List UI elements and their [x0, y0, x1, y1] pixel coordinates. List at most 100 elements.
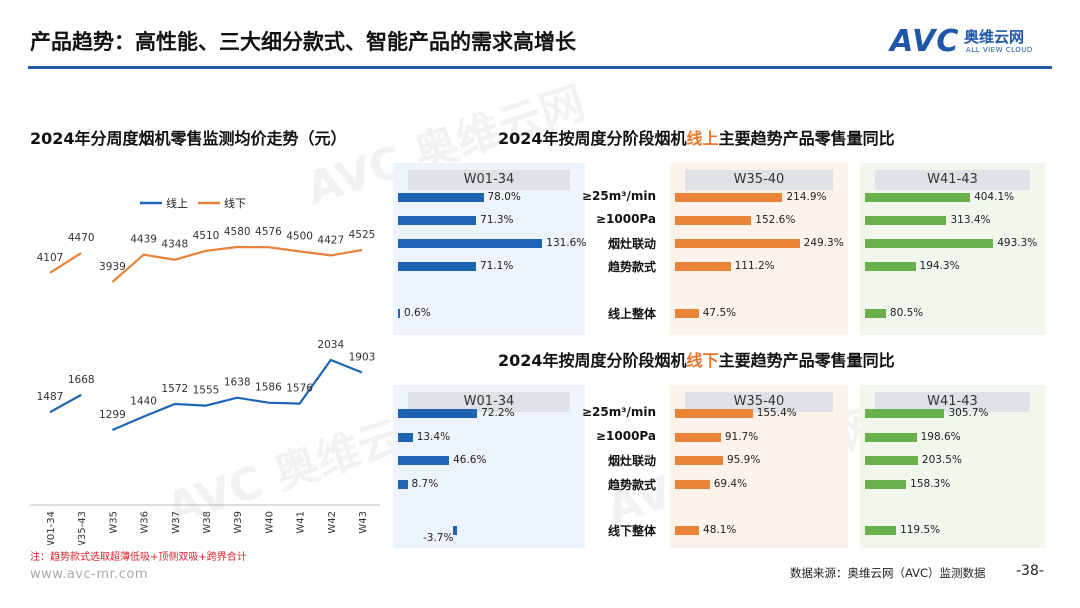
offline-bar: [398, 480, 408, 489]
offline-data-label: 3939: [99, 261, 126, 273]
avc-logo: AVC 奥维云网 ALL VIEW CLOUD: [890, 24, 1032, 59]
offline-panel-header: W35-40: [685, 392, 833, 412]
offline-panel-header: W01-34: [408, 392, 570, 412]
online-bar-value-label: 493.3%: [997, 237, 1038, 249]
page-title: 产品趋势：高性能、三大细分款式、智能产品的需求高增长: [30, 30, 576, 54]
legend-label-online: 线上: [166, 196, 188, 210]
online-bar-value-label: 47.5%: [702, 307, 737, 319]
offline-bar: [865, 456, 918, 465]
offline-bar-value-label: 305.7%: [948, 407, 989, 419]
offline-bar-value-label: 155.4%: [756, 407, 797, 419]
page-number: -38-: [1016, 563, 1044, 579]
offline-bar: [865, 526, 897, 535]
offline-bar: [398, 409, 478, 418]
logo-main-text: AVC: [890, 24, 960, 59]
x-tick-label: W37: [171, 511, 182, 534]
line-legend: 线上 线下: [140, 196, 246, 210]
online-bar-value-label: 80.5%: [889, 307, 924, 319]
online-bar-value-label: 313.4%: [950, 214, 991, 226]
offline-bar-value-label: 72.2%: [481, 407, 515, 419]
online-row-label: 线上整体: [607, 307, 656, 321]
x-tick-label: W41: [296, 511, 307, 534]
online-bar: [398, 309, 400, 318]
offline-bar-value-label: 13.4%: [416, 431, 451, 443]
online-bar-value-label: 404.1%: [974, 191, 1015, 203]
offline-bar: [865, 433, 917, 442]
online-title-pre: 2024年按周度分阶段烟机: [498, 129, 687, 148]
online-data-label: 1576: [286, 383, 313, 395]
online-panel-header: W35-40: [685, 170, 833, 190]
online-bar: [675, 262, 731, 271]
online-data-label: 1299: [99, 409, 126, 421]
offline-row-label: 线下整体: [607, 524, 656, 538]
offline-bar: [675, 480, 710, 489]
online-data-label: 1586: [255, 382, 282, 394]
online-bar: [865, 262, 916, 271]
offline-bar-value-label: 48.1%: [703, 524, 737, 536]
online-bar: [675, 239, 800, 248]
x-tick-label: W35-43: [77, 511, 88, 545]
offline-bar: [675, 409, 753, 418]
offline-data-label: 4500: [286, 230, 313, 242]
offline-bar-title: 2024年按周度分阶段烟机线下主要趋势产品零售量同比: [498, 347, 895, 371]
online-row-label: 烟灶联动: [607, 237, 656, 251]
offline-row-label: ≥25m³/min: [581, 405, 656, 419]
online-bar: [675, 309, 699, 318]
logo-en-text: ALL VIEW CLOUD: [966, 46, 1033, 54]
x-tick-label: W40: [264, 511, 275, 534]
online-panel-bg-W35-40: [670, 163, 848, 335]
online-panel-header: W41-43: [875, 170, 1030, 190]
online-data-label: 1572: [161, 383, 188, 395]
x-tick-label: W01-34: [46, 511, 57, 545]
offline-data-label: 4510: [193, 230, 220, 242]
online-bar: [398, 216, 477, 225]
offline-data-label: 4439: [130, 234, 157, 246]
online-bar-value-label: 0.6%: [404, 307, 431, 319]
offline-bar-value-label: 8.7%: [411, 478, 439, 490]
online-bar-value-label: 249.3%: [803, 237, 844, 249]
online-bar-value-label: 214.9%: [786, 191, 827, 203]
online-data-label: 1903: [349, 352, 376, 364]
online-bar: [865, 239, 994, 248]
online-data-label: 1668: [68, 374, 95, 386]
title-divider: [28, 66, 1052, 69]
online-line-segment-1: [49, 393, 82, 414]
offline-bar: [398, 456, 450, 465]
logo-cn-text: 奥维云网: [964, 28, 1025, 46]
offline-title-post: 主要趋势产品零售量同比: [718, 351, 895, 370]
offline-bar: [865, 480, 907, 489]
offline-bar-value-label: 95.9%: [726, 454, 761, 466]
x-tick-label: W43: [358, 511, 369, 534]
offline-data-label: 4107: [37, 252, 64, 264]
online-row-label: ≥25m³/min: [581, 189, 656, 203]
online-data-label: 2034: [317, 339, 344, 351]
website-link[interactable]: www.avc-mr.com: [30, 567, 149, 582]
online-row-label: 趋势款式: [607, 260, 656, 274]
online-bar: [398, 239, 543, 248]
offline-row-label: 趋势款式: [607, 478, 656, 492]
price-trend-line-chart: 线上 线下 4107 4470 3939 4439 4348 4510 4580 4576 45…: [30, 196, 380, 545]
offline-bar-value-label: -3.7%: [423, 532, 454, 544]
offline-line-segment-1: [49, 252, 82, 274]
offline-title-pre: 2024年按周度分阶段烟机: [498, 351, 687, 370]
x-tick-label: W36: [140, 511, 151, 534]
offline-row-label: ≥1000Pa: [595, 429, 656, 443]
offline-data-label: 4576: [255, 226, 282, 238]
online-bar: [865, 309, 886, 318]
online-bar-title: 2024年按周度分阶段烟机线上主要趋势产品零售量同比: [498, 125, 895, 149]
offline-bar: [453, 526, 458, 535]
online-panel-bg-W01-34: [393, 163, 585, 335]
offline-data-label: 4427: [317, 234, 344, 246]
offline-data-label: 4580: [224, 226, 251, 238]
online-bar: [865, 193, 971, 202]
offline-bar: [675, 433, 721, 442]
offline-bar: [865, 409, 945, 418]
offline-bar: [398, 433, 413, 442]
offline-data-label: 4470: [68, 232, 95, 244]
online-title-hl: 线上: [686, 129, 719, 148]
online-bar-value-label: 78.0%: [487, 191, 521, 203]
offline-line-segment-2: [111, 245, 363, 283]
online-panel-bg-W41-43: [860, 163, 1045, 335]
online-bar: [675, 216, 752, 225]
online-title-post: 主要趋势产品零售量同比: [718, 129, 895, 148]
